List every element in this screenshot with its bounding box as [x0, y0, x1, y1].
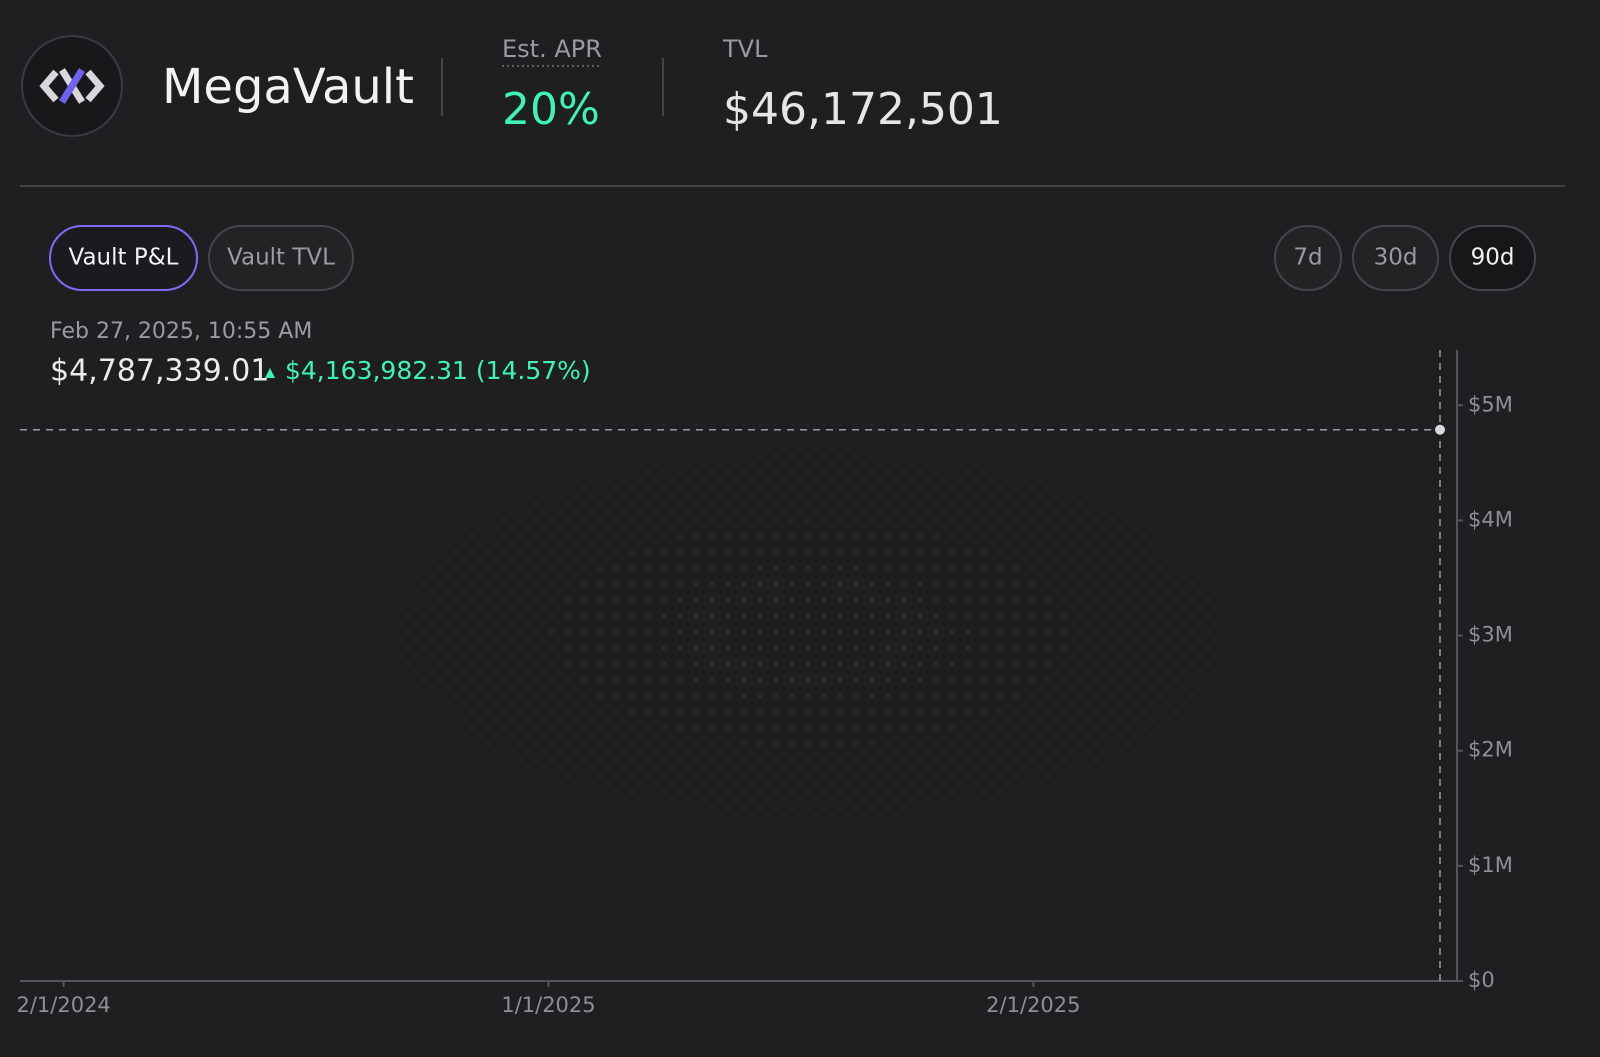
apr-label[interactable]: Est. APR — [502, 35, 602, 63]
y-tick-label: $5M — [1468, 392, 1513, 416]
vault-name: MegaVault — [162, 59, 414, 115]
apr-value: 20% — [502, 84, 600, 135]
tab-label[interactable]: Vault P&L — [69, 245, 179, 271]
y-tick-label: $1M — [1468, 853, 1513, 877]
y-tick-label: $3M — [1468, 623, 1513, 647]
hover-time: Feb 27, 2025, 10:55 AM — [50, 319, 312, 344]
tab-button[interactable] — [208, 225, 354, 291]
range-button[interactable] — [1449, 225, 1536, 291]
range-button[interactable] — [1352, 225, 1439, 291]
x-tick-label: 1/1/2025 — [501, 993, 595, 1017]
up-arrow — [265, 368, 275, 378]
tab-button[interactable] — [49, 225, 198, 291]
dot-grid — [20, 350, 1457, 981]
range-label[interactable]: 30d — [1374, 245, 1418, 271]
x-tick-label: 2/1/2025 — [986, 993, 1080, 1017]
y-tick-label: $4M — [1468, 507, 1513, 531]
hover-change: $4,163,982.31 (14.57%) — [285, 356, 591, 385]
tab-label[interactable]: Vault TVL — [227, 245, 335, 271]
hover-point — [1433, 422, 1447, 437]
y-tick-label: $2M — [1468, 738, 1513, 762]
range-label[interactable]: 90d — [1471, 245, 1515, 271]
tvl-label: TVL — [722, 35, 768, 63]
range-button[interactable] — [1274, 225, 1342, 291]
tvl-value: $46,172,501 — [723, 84, 1003, 135]
logo — [21, 35, 123, 137]
hover-value: $4,787,339.01 — [50, 354, 269, 389]
x-tick-label: 2/1/2024 — [16, 993, 110, 1017]
range-label[interactable]: 7d — [1293, 245, 1322, 271]
y-tick-label: $0 — [1468, 968, 1495, 992]
